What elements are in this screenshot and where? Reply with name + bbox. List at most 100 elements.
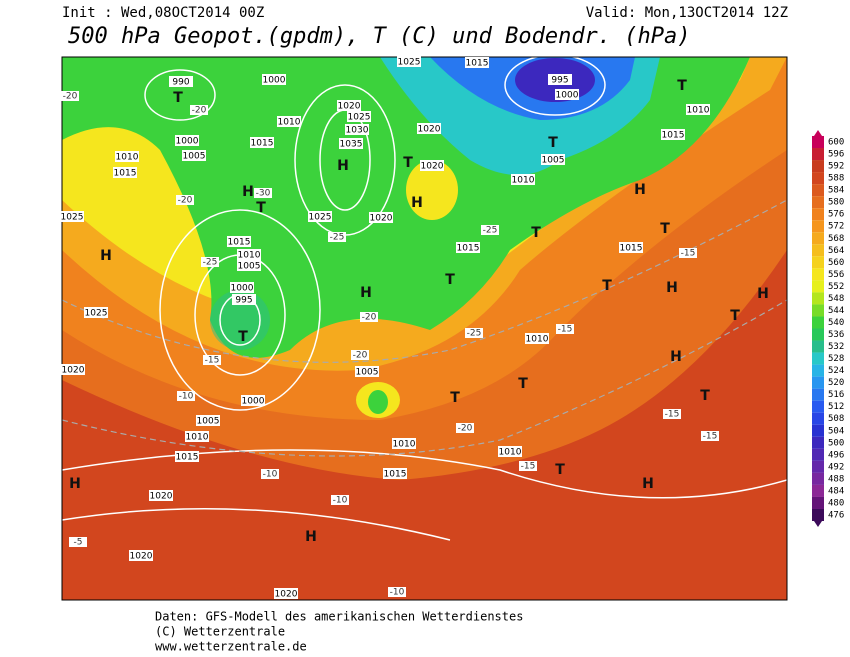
pressure-label: 1010 [687,106,710,116]
colorbar-tick-label: 504 [828,426,844,436]
pressure-label: 1020 [275,590,298,600]
colorbar-cell [812,496,824,509]
pressure-label-bg [277,116,301,127]
colorbar-cell [812,280,824,293]
pressure-label: 1010 [186,433,209,443]
pressure-label-bg [230,282,254,293]
temperature-label-bg [61,91,79,101]
pressure-center: H [242,184,254,200]
temperature-label: -20 [63,92,78,102]
valid-time: Valid: Mon,13OCT2014 12Z [586,5,788,21]
pressure-label-bg [274,588,298,599]
pressure-label-bg [369,212,393,223]
colorbar-cell [812,148,824,161]
temperature-label-bg [519,461,537,471]
pressure-label-bg [392,438,416,449]
colorbar-tick-label: 496 [828,450,844,460]
pressure-label: 1030 [346,126,369,136]
colorbar-tick-label: 484 [828,486,844,496]
pressure-center: H [100,248,112,264]
pressure-label: 1015 [457,244,480,254]
colorbar-cell [812,184,824,197]
pressure-label-bg [417,123,441,134]
pressure-center: T [531,225,541,241]
colorbar-tick-label: 488 [828,474,844,484]
colorbar-tick-label: 512 [828,402,844,412]
colorbar-tick-label: 584 [828,186,844,196]
colorbar-cell [812,196,824,209]
colorbar-tick-label: 520 [828,378,844,388]
temperature-label: -25 [483,226,498,236]
pressure-label-bg [185,431,209,442]
colorbar-tick-label: 600 [828,138,844,148]
temperature-label-bg [69,537,87,547]
pressure-label: 1010 [512,176,535,186]
pressure-label-bg [619,242,643,253]
pressure-center: T [602,278,612,294]
temperature-label: -15 [558,325,573,335]
colorbar-cell [812,460,824,473]
pressure-label-bg [227,236,251,247]
pressure-center: T [173,90,183,106]
pressure-label-bg [237,260,261,271]
pressure-label: 1020 [130,552,153,562]
pressure-center: H [666,280,678,296]
pressure-label-bg [241,395,265,406]
pressure-label-bg [355,366,379,377]
pressure-label: 995 [235,296,252,306]
temperature-label-bg [456,423,474,433]
pressure-label-bg [115,151,139,162]
pressure-center: T [238,329,248,345]
pressure-center: T [660,221,670,237]
pressure-label: 1025 [61,213,84,223]
pressure-label: 1015 [176,453,199,463]
colorbar-cell [812,135,824,149]
colorbar-cell [812,424,824,437]
colorbar-cell [812,508,824,522]
pressure-center: T [450,390,460,406]
colorbar-tick-label: 524 [828,366,844,376]
pressure-label: 1015 [114,169,137,179]
colorbar-cell [812,220,824,233]
colorbar-tick-label: 592 [828,162,844,172]
temperature-label-bg [331,495,349,505]
pressure-center: T [555,462,565,478]
pressure-label-bg [420,160,444,171]
pressure-label: 1025 [348,113,371,123]
colorbar-cell [812,316,824,329]
colorbar-cell [812,208,824,221]
pressure-label: 1020 [418,125,441,135]
pressure-label: 1035 [340,140,363,150]
pressure-label-bg [339,138,363,149]
pressure-label-bg [397,56,421,67]
temperature-label: -15 [681,249,696,259]
map-title: 500 hPa Geopot.(gpdm), T (C) und Bodendr… [68,24,691,49]
pressure-label-bg [175,135,199,146]
colorbar-cell [812,412,824,425]
pressure-center: T [445,272,455,288]
pressure-label-bg [456,242,480,253]
pressure-center: H [634,182,646,198]
temperature-label: -20 [362,313,377,323]
colorbar-cell [812,172,824,185]
temperature-label-bg [679,248,697,258]
colorbar-cell [812,340,824,353]
pressure-center: H [337,158,349,174]
temperature-label: -20 [353,351,368,361]
colorbar-tick-label: 572 [828,222,844,232]
colorbar-tick-label: 532 [828,342,844,352]
colorbar-tick-label: 576 [828,210,844,220]
pressure-label-bg [149,490,173,501]
pressure-label-bg [61,364,85,375]
temperature-label-bg [201,257,219,267]
colorbar-cell [812,448,824,461]
pressure-label-bg [60,211,84,222]
pressure-label-bg [347,111,371,122]
pressure-label: 1010 [393,440,416,450]
colorbar-tick-label: 536 [828,330,844,340]
pressure-center: T [730,308,740,324]
temperature-label: -25 [467,329,482,339]
footer-copyright: (C) Wetterzentrale [155,625,285,639]
pressure-label: 1025 [398,58,421,68]
